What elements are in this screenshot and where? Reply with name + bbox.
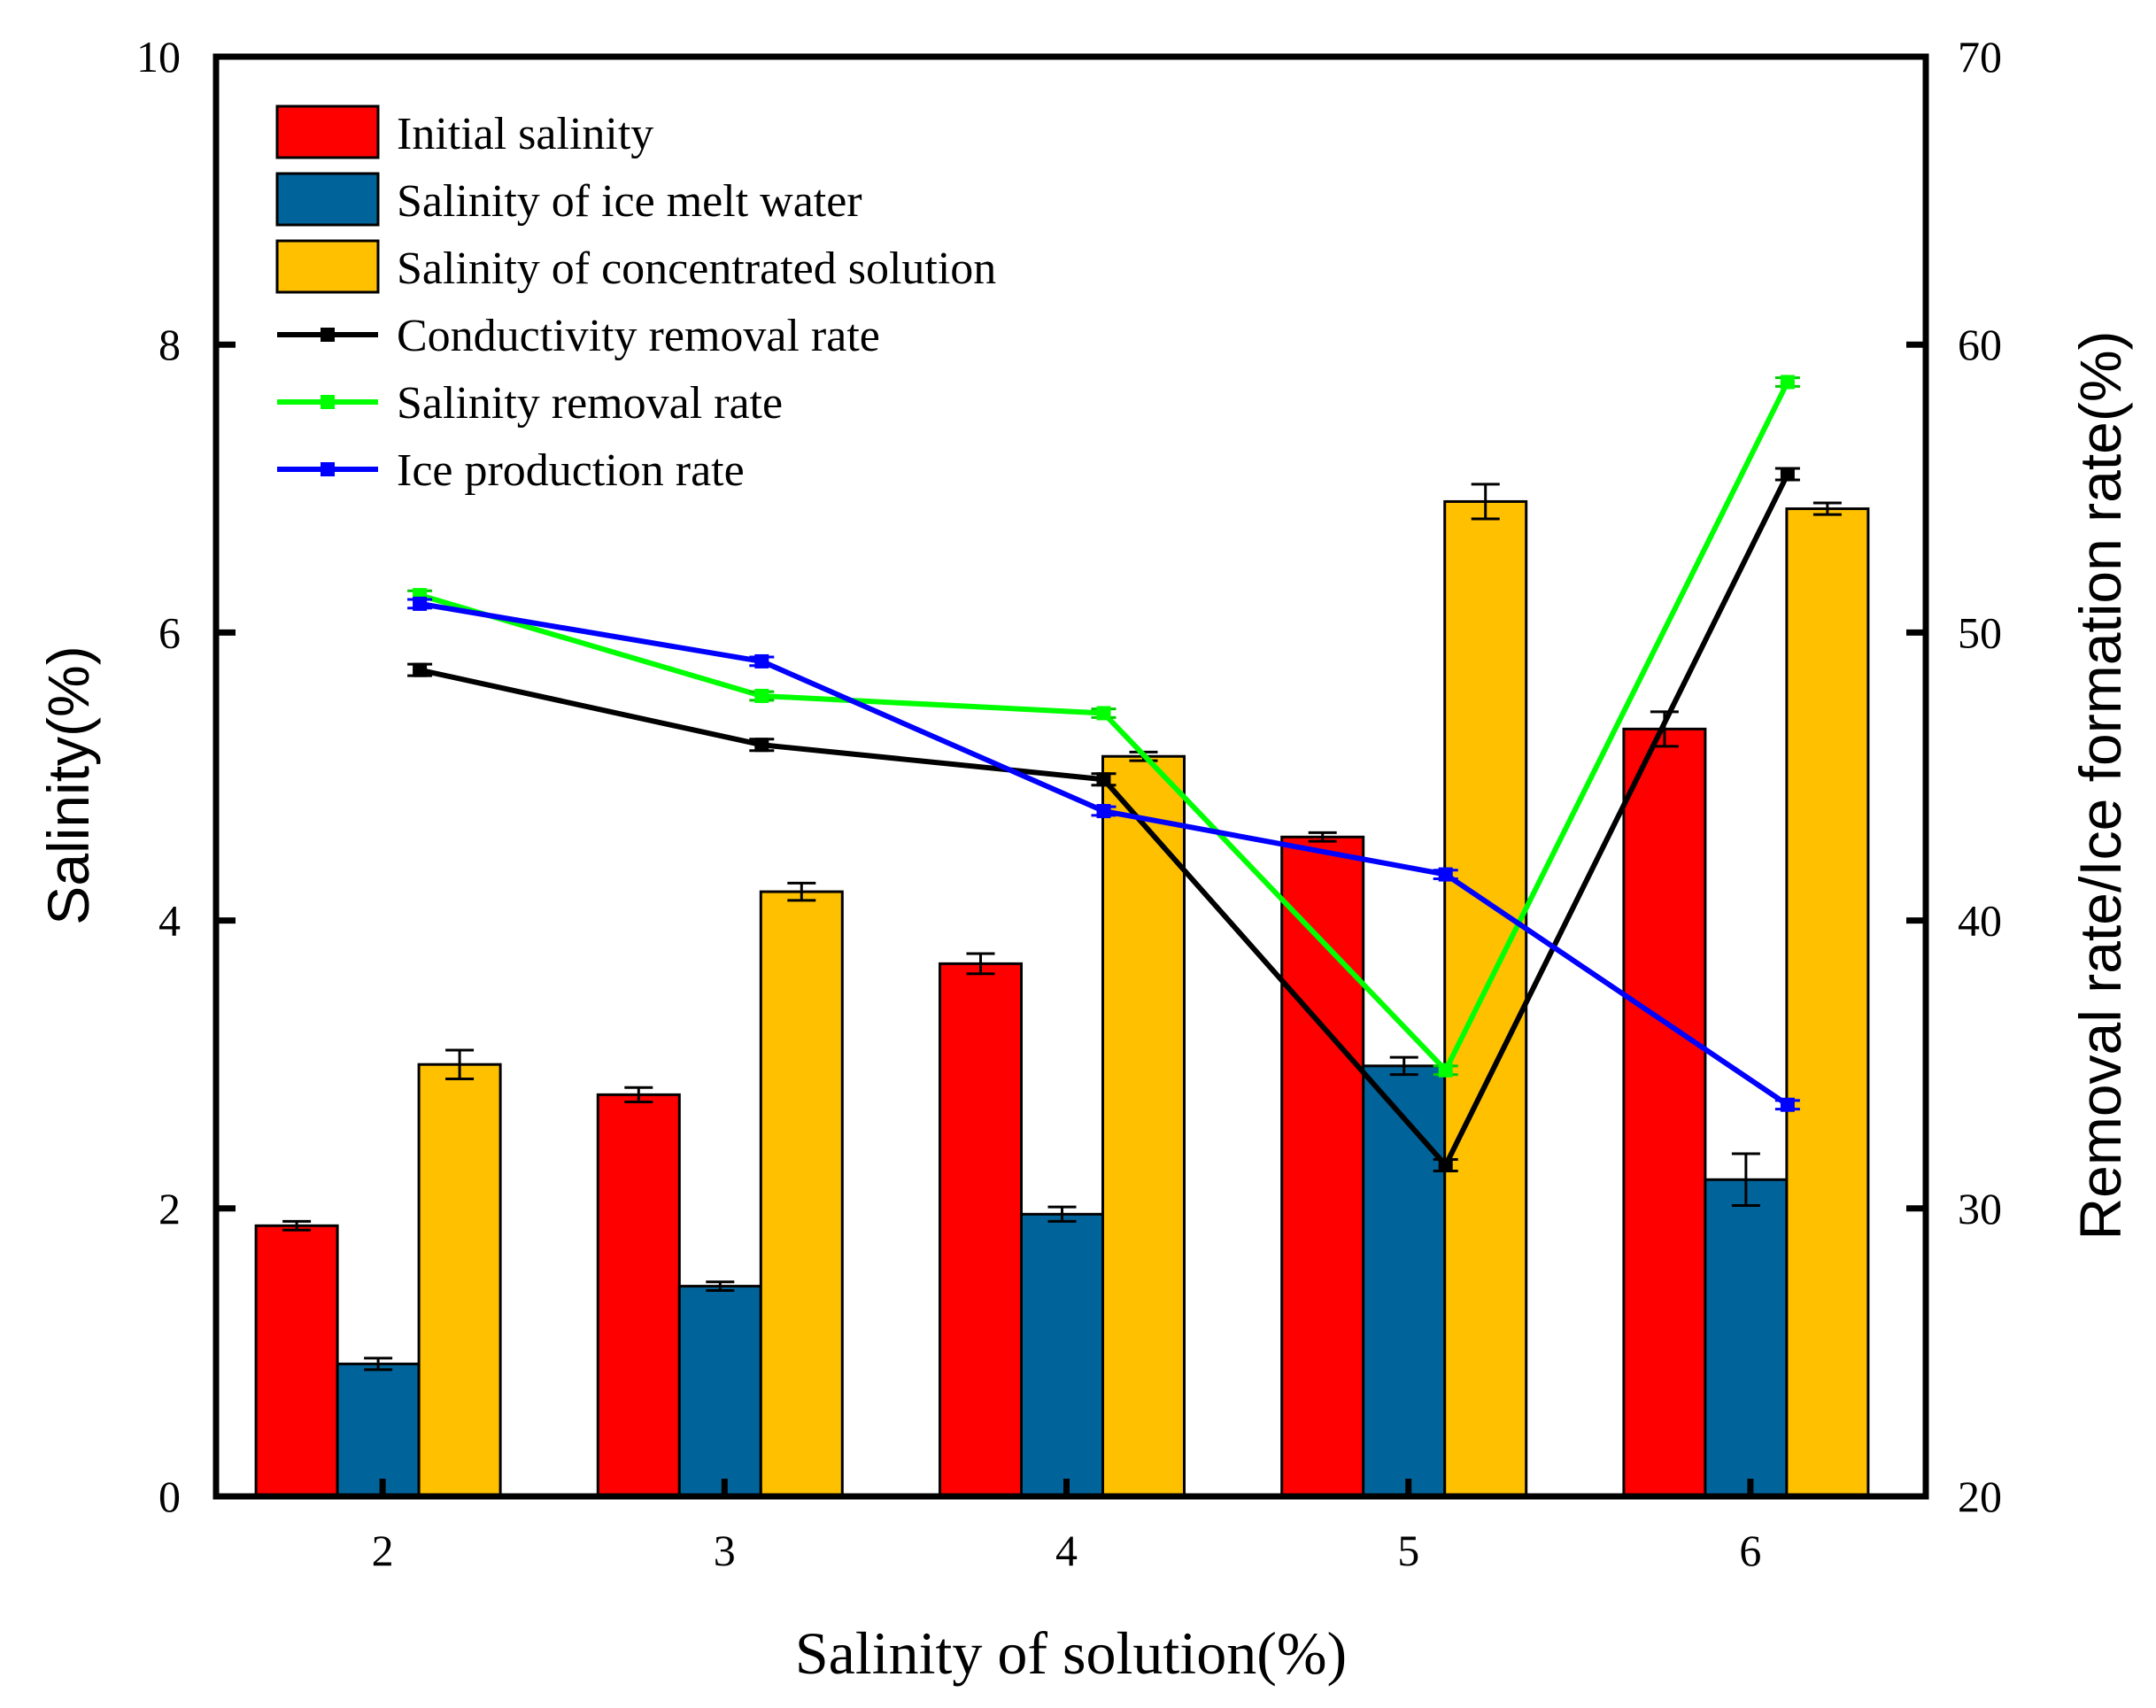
bar (1704, 1178, 1789, 1498)
x-tick-label: 2 (372, 1526, 394, 1575)
legend-label: Initial salinity (397, 109, 653, 159)
y-right-tick-label: 60 (1958, 320, 2002, 369)
bar (336, 1362, 421, 1498)
data-point (1438, 867, 1453, 882)
error-bar (282, 1219, 312, 1232)
bar (1280, 835, 1365, 1498)
data-point (1780, 375, 1795, 390)
line-series (407, 596, 1800, 1112)
bar-series (336, 1055, 1789, 1498)
bar (1622, 727, 1707, 1498)
legend-label: Salinity of ice melt water (397, 176, 862, 227)
bar (1443, 499, 1528, 1498)
legend-item: Conductivity removal rate (277, 311, 880, 361)
error-bar (364, 1356, 393, 1372)
bar (596, 1093, 681, 1498)
bar-series (417, 483, 1870, 1498)
y-left-tick-label: 4 (158, 896, 181, 946)
y-right-tick-label: 50 (1958, 607, 2002, 657)
y-left-tick-label: 8 (158, 320, 181, 369)
legend-marker (321, 328, 335, 342)
x-tick-label: 3 (714, 1526, 736, 1575)
bar (1101, 754, 1186, 1498)
axes-layer: 0 2 4 6 8 10 20 30 40 50 60 70 2 3 4 5 6 (136, 32, 2002, 1575)
y-right-tick-label: 20 (1958, 1472, 2002, 1521)
data-point (1096, 804, 1111, 819)
line-series (407, 375, 1800, 1078)
x-tick-label: 6 (1739, 1526, 1761, 1575)
bar (417, 1063, 502, 1498)
bar (677, 1285, 762, 1498)
data-point (1096, 772, 1111, 787)
legend-swatch (275, 172, 380, 227)
bar (759, 890, 844, 1498)
legend-item: Salinity of concentrated solution (275, 239, 996, 294)
data-point (1438, 1063, 1453, 1078)
plot-frame (213, 53, 1929, 1500)
bar (1020, 1212, 1104, 1498)
data-point (1780, 467, 1795, 482)
bar (1362, 1064, 1447, 1498)
error-bar (1047, 1205, 1077, 1223)
data-point (413, 662, 428, 677)
legend-item: Salinity removal rate (277, 378, 783, 429)
error-bar (1389, 1055, 1418, 1077)
legend-label: Salinity removal rate (397, 378, 783, 429)
legend-swatch (275, 239, 380, 294)
bar (254, 1224, 339, 1498)
x-tick-label: 5 (1397, 1526, 1419, 1575)
x-tick-label: 4 (1055, 1526, 1078, 1575)
data-point (1438, 1158, 1453, 1173)
bar (1785, 507, 1870, 1498)
error-bar (1471, 483, 1500, 521)
error-bar (966, 952, 995, 976)
y-right-tick-label: 70 (1958, 32, 2002, 81)
legend-marker (321, 462, 335, 476)
error-bar (624, 1086, 653, 1103)
bar-series (254, 710, 1707, 1498)
y-axis-left-title: Salinity(%) (35, 645, 101, 924)
error-bar (1308, 831, 1337, 843)
bar (939, 962, 1023, 1498)
legend-swatch (275, 104, 380, 159)
error-bar (1731, 1152, 1760, 1208)
error-bar (787, 881, 816, 902)
data-point (754, 653, 769, 669)
y-right-tick-label: 30 (1958, 1184, 2002, 1233)
data-point (413, 596, 428, 611)
data-point (1096, 706, 1111, 721)
legend-item: Initial salinity (275, 104, 653, 159)
bars-layer (254, 483, 1870, 1498)
data-point (754, 738, 769, 753)
error-bar (445, 1048, 475, 1080)
y-axis-right-title: Removal rate/Ice formation rate(%) (2067, 330, 2133, 1240)
error-bar (1812, 501, 1842, 516)
legend-item: Ice production rate (277, 445, 745, 496)
y-left-tick-label: 0 (158, 1472, 181, 1521)
data-point (754, 688, 769, 703)
y-left-tick-label: 10 (136, 32, 181, 81)
y-left-tick-label: 2 (158, 1184, 181, 1233)
legend: Initial salinity Salinity of ice melt wat… (275, 104, 996, 496)
legend-label: Salinity of concentrated solution (397, 243, 996, 294)
legend-marker (321, 395, 335, 409)
legend-label: Ice production rate (397, 445, 745, 496)
lines-layer (407, 375, 1800, 1173)
line-series (407, 467, 1800, 1173)
y-left-tick-label: 6 (158, 607, 181, 657)
data-point (1780, 1097, 1795, 1112)
x-axis-title: Salinity of solution(%) (795, 1619, 1347, 1687)
legend-item: Salinity of ice melt water (275, 172, 862, 227)
legend-label: Conductivity removal rate (397, 311, 880, 361)
y-right-tick-label: 40 (1958, 896, 2002, 946)
error-bar (706, 1280, 735, 1292)
